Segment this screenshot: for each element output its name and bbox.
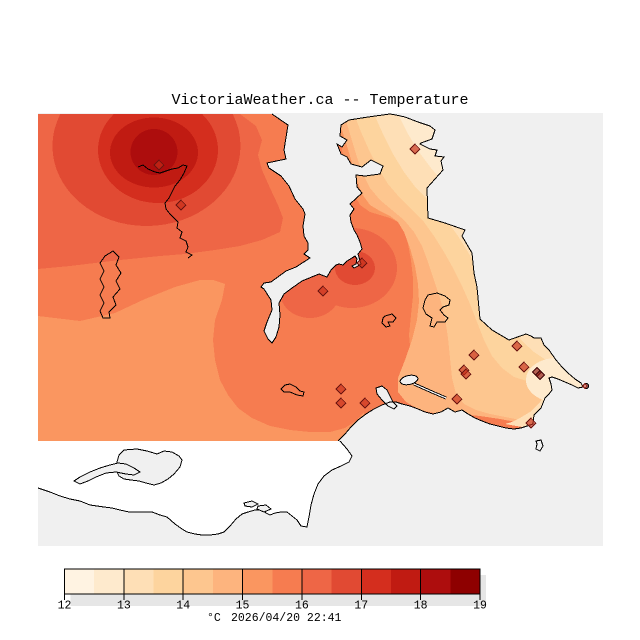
svg-text:17: 17 [354,600,368,613]
svg-text:14: 14 [176,600,190,613]
svg-text:19: 19 [473,600,487,613]
svg-text:16: 16 [295,600,309,613]
svg-text:2026/04/20 22:41: 2026/04/20 22:41 [231,612,342,625]
svg-text:18: 18 [414,600,428,613]
svg-text:13: 13 [117,600,131,613]
svg-text:°C: °C [207,612,221,625]
svg-text:12: 12 [58,600,72,613]
svg-text:15: 15 [236,600,250,613]
svg-text:VictoriaWeather.ca -- Temperat: VictoriaWeather.ca -- Temperature [171,92,468,109]
